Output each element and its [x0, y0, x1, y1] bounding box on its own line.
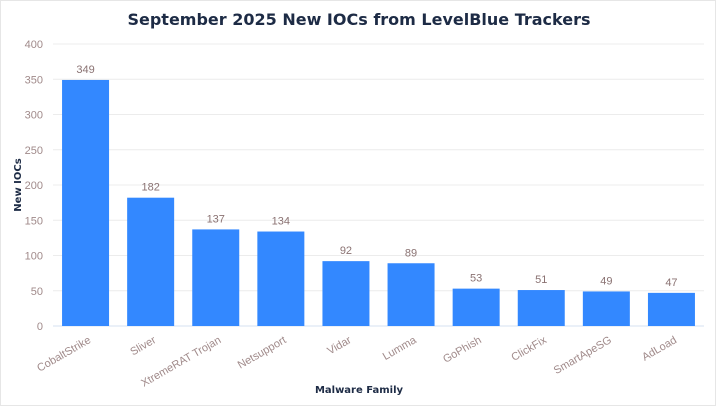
- chart-title: September 2025 New IOCs from LevelBlue T…: [127, 10, 590, 29]
- data-label: 182: [141, 182, 159, 194]
- x-tick-label: Lumma: [381, 334, 420, 363]
- data-label: 137: [207, 213, 225, 225]
- data-label: 89: [405, 247, 417, 259]
- y-tick-label: 100: [25, 251, 43, 263]
- x-tick-label: Sliver: [128, 334, 158, 358]
- y-tick-label: 200: [25, 180, 43, 192]
- y-tick-label: 300: [25, 110, 43, 122]
- x-tick-label: GoPhish: [441, 334, 484, 365]
- data-label: 49: [600, 275, 612, 287]
- bar-lumma: [387, 263, 435, 326]
- bar-xtremerat-trojan: [192, 229, 240, 326]
- bar-cobaltstrike: [62, 79, 110, 326]
- data-label: 92: [340, 245, 352, 257]
- y-tick-label: 350: [25, 74, 43, 86]
- y-tick-label: 50: [31, 286, 43, 298]
- x-tick-label: ClickFix: [509, 334, 549, 364]
- y-tick-label: 0: [37, 321, 43, 333]
- data-label: 51: [535, 274, 547, 286]
- x-tick-label: CobaltStrike: [35, 334, 93, 374]
- y-tick-label: 400: [25, 39, 43, 51]
- bar-sliver: [127, 197, 175, 326]
- bar-clickfix: [517, 290, 565, 326]
- x-tick-label: Vidar: [325, 334, 353, 357]
- x-tick-label: AdLoad: [640, 334, 679, 363]
- data-label: 53: [470, 273, 482, 285]
- bar-vidar: [322, 261, 370, 326]
- y-tick-label: 150: [25, 215, 43, 227]
- x-axis-label: Malware Family: [315, 385, 404, 396]
- data-label: 47: [665, 277, 677, 289]
- x-tick-label: SmartApeSG: [552, 334, 614, 377]
- x-tick-label: Netsupport: [236, 334, 289, 371]
- data-label: 349: [76, 64, 94, 76]
- y-tick-label: 250: [25, 145, 43, 157]
- bar-gophish: [452, 288, 500, 326]
- data-label: 134: [272, 216, 290, 228]
- bar-adload: [647, 292, 695, 326]
- bar-smartapesg: [582, 291, 630, 326]
- bar-netsupport: [257, 231, 305, 326]
- y-axis-label: New IOCs: [13, 158, 24, 211]
